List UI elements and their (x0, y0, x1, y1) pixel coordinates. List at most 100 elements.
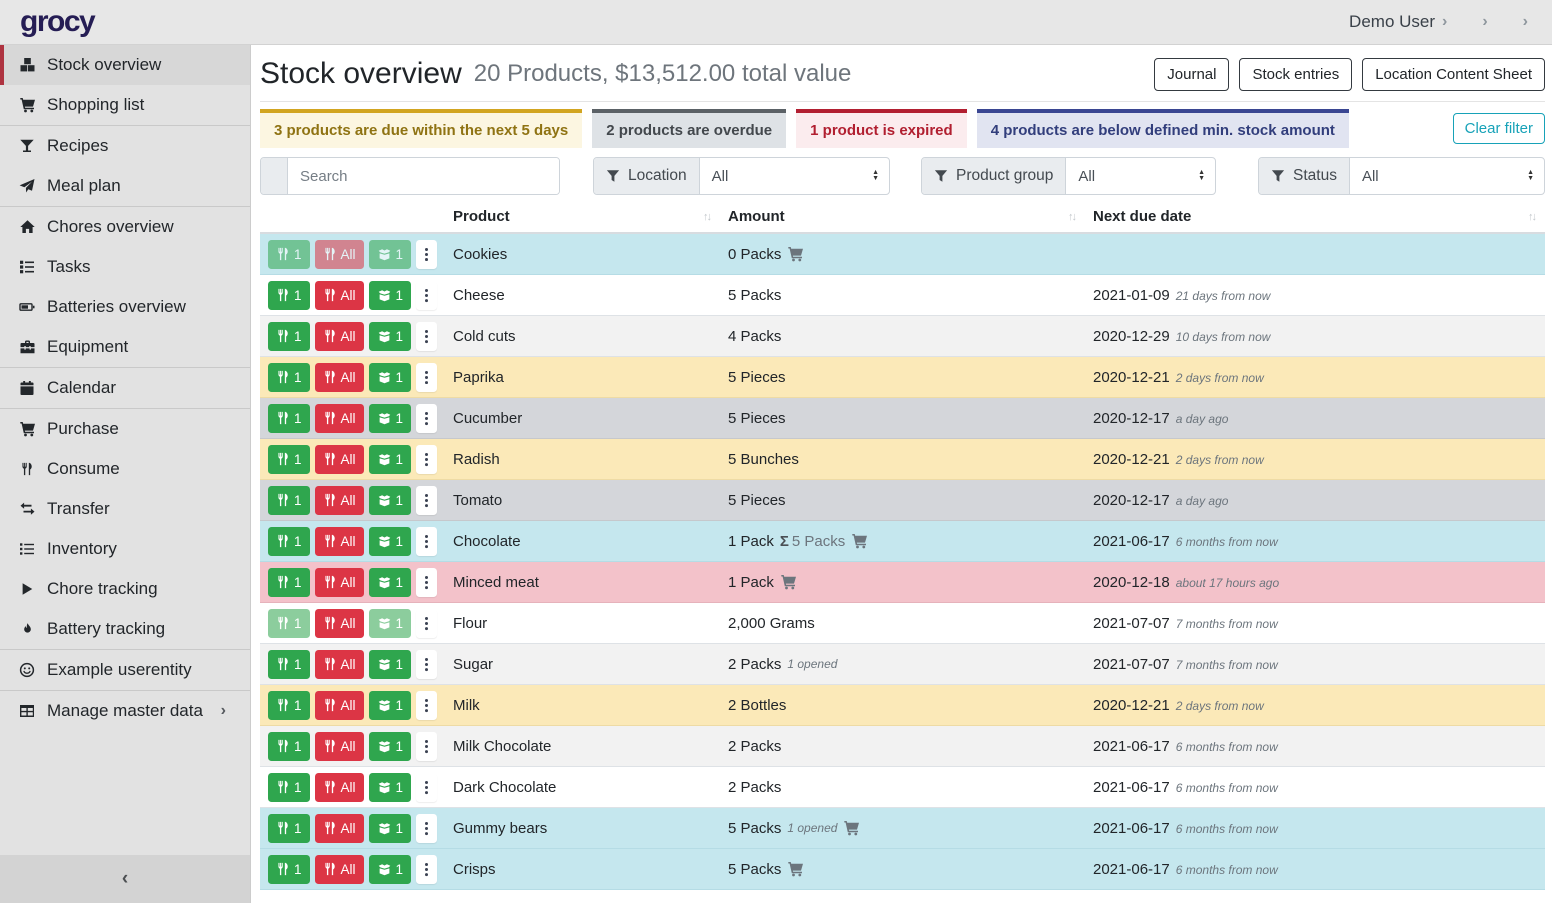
consume-all-button[interactable]: All (314, 731, 364, 761)
sidebar-item-equipment[interactable]: Equipment (0, 327, 250, 367)
row-menu-button[interactable] (416, 403, 438, 433)
consume-one-button[interactable]: 1 (268, 403, 310, 433)
row-menu-button[interactable] (416, 444, 438, 474)
consume-one-button[interactable]: 1 (268, 608, 310, 638)
consume-all-button[interactable]: All (314, 567, 364, 597)
consume-one-button[interactable]: 1 (268, 444, 310, 474)
header-button-stock-entries[interactable]: Stock entries (1239, 57, 1353, 91)
user-menu[interactable]: Demo User › (1342, 12, 1447, 32)
open-one-button[interactable]: 1 (368, 854, 412, 884)
consume-all-button[interactable]: All (314, 362, 364, 392)
consume-one-button[interactable]: 1 (268, 362, 310, 392)
consume-all-button[interactable]: All (314, 444, 364, 474)
row-menu-button[interactable] (416, 280, 438, 310)
sidebar-item-batteries-overview[interactable]: Batteries overview (0, 287, 250, 327)
open-one-button[interactable]: 1 (368, 280, 412, 310)
add-to-shopping-list-icon[interactable] (780, 574, 797, 590)
sidebar-item-consume[interactable]: Consume (0, 449, 250, 489)
consume-all-button[interactable]: All (314, 485, 364, 515)
sidebar-item-battery-tracking[interactable]: Battery tracking (0, 609, 250, 649)
consume-one-button[interactable]: 1 (268, 813, 310, 843)
consume-one-button[interactable]: 1 (268, 485, 310, 515)
sort-icon[interactable]: ↑↓ (1528, 210, 1537, 223)
consume-one-button[interactable]: 1 (268, 321, 310, 351)
status-filter-badge-primary[interactable]: 4 products are below defined min. stock … (976, 109, 1349, 148)
sidebar-item-calendar[interactable]: Calendar (0, 368, 250, 408)
row-menu-button[interactable] (416, 567, 438, 597)
consume-one-button[interactable]: 1 (268, 772, 310, 802)
row-menu-button[interactable] (416, 485, 438, 515)
open-one-button[interactable]: 1 (368, 526, 412, 556)
row-menu-button[interactable] (416, 813, 438, 843)
add-to-shopping-list-icon[interactable] (787, 861, 804, 877)
row-menu-button[interactable] (416, 239, 438, 269)
consume-all-button[interactable]: All (314, 690, 364, 720)
open-one-button[interactable]: 1 (368, 649, 412, 679)
consume-all-button[interactable]: All (314, 280, 364, 310)
sidebar-item-recipes[interactable]: Recipes (0, 126, 250, 166)
sidebar-item-meal-plan[interactable]: Meal plan (0, 166, 250, 206)
row-menu-button[interactable] (416, 731, 438, 761)
consume-all-button[interactable]: All (314, 813, 364, 843)
row-menu-button[interactable] (416, 649, 438, 679)
open-one-button[interactable]: 1 (368, 362, 412, 392)
consume-one-button[interactable]: 1 (268, 854, 310, 884)
location-select[interactable]: All ▲ ▼ (700, 158, 889, 194)
open-one-button[interactable]: 1 (368, 690, 412, 720)
add-to-shopping-list-icon[interactable] (843, 820, 860, 836)
sidebar-item-stock-overview[interactable]: Stock overview (0, 45, 250, 85)
status-select[interactable]: All ▲ ▼ (1350, 158, 1544, 194)
sort-icon[interactable]: ↑↓ (1068, 210, 1077, 223)
consume-one-button[interactable]: 1 (268, 280, 310, 310)
open-one-button[interactable]: 1 (368, 772, 412, 802)
admin-menu[interactable]: › (1516, 13, 1528, 31)
row-menu-button[interactable] (416, 362, 438, 392)
open-one-button[interactable]: 1 (368, 403, 412, 433)
consume-all-button[interactable]: All (314, 608, 364, 638)
consume-all-button[interactable]: All (314, 526, 364, 556)
open-one-button[interactable]: 1 (368, 485, 412, 515)
add-to-shopping-list-icon[interactable] (851, 533, 868, 549)
search-input[interactable] (288, 158, 559, 194)
consume-all-button[interactable]: All (314, 239, 364, 269)
consume-all-button[interactable]: All (314, 321, 364, 351)
sidebar-item-chores-overview[interactable]: Chores overview (0, 207, 250, 247)
row-menu-button[interactable] (416, 526, 438, 556)
sidebar-item-transfer[interactable]: Transfer (0, 489, 250, 529)
row-menu-button[interactable] (416, 608, 438, 638)
sidebar-item-example-userentity[interactable]: Example userentity (0, 650, 250, 690)
consume-one-button[interactable]: 1 (268, 649, 310, 679)
consume-all-button[interactable]: All (314, 403, 364, 433)
sidebar-item-purchase[interactable]: Purchase (0, 409, 250, 449)
consume-all-button[interactable]: All (314, 649, 364, 679)
consume-one-button[interactable]: 1 (268, 239, 310, 269)
sidebar-item-shopping-list[interactable]: Shopping list (0, 85, 250, 125)
consume-one-button[interactable]: 1 (268, 731, 310, 761)
settings-menu[interactable]: › (1475, 13, 1487, 31)
sidebar-collapse-button[interactable]: ‹ (0, 855, 250, 903)
product-group-select[interactable]: All ▲ ▼ (1066, 158, 1215, 194)
sidebar-item-inventory[interactable]: Inventory (0, 529, 250, 569)
open-one-button[interactable]: 1 (368, 321, 412, 351)
status-filter-badge-danger[interactable]: 1 product is expired (796, 109, 967, 148)
sidebar-item-manage-master-data[interactable]: Manage master data › (0, 691, 250, 731)
add-to-shopping-list-icon[interactable] (787, 246, 804, 262)
sort-icon[interactable]: ↑↓ (703, 210, 712, 223)
open-one-button[interactable]: 1 (368, 813, 412, 843)
row-menu-button[interactable] (416, 321, 438, 351)
clear-filter-button[interactable]: Clear filter (1452, 113, 1545, 144)
consume-one-button[interactable]: 1 (268, 690, 310, 720)
open-one-button[interactable]: 1 (368, 731, 412, 761)
row-menu-button[interactable] (416, 690, 438, 720)
open-one-button[interactable]: 1 (368, 608, 412, 638)
sidebar-item-tasks[interactable]: Tasks (0, 247, 250, 287)
consume-all-button[interactable]: All (314, 854, 364, 884)
open-one-button[interactable]: 1 (368, 239, 412, 269)
status-filter-badge-secondary[interactable]: 2 products are overdue (592, 109, 787, 148)
row-menu-button[interactable] (416, 854, 438, 884)
consume-one-button[interactable]: 1 (268, 567, 310, 597)
consume-one-button[interactable]: 1 (268, 526, 310, 556)
row-menu-button[interactable] (416, 772, 438, 802)
header-button-location-content-sheet[interactable]: Location Content Sheet (1362, 57, 1545, 91)
open-one-button[interactable]: 1 (368, 444, 412, 474)
